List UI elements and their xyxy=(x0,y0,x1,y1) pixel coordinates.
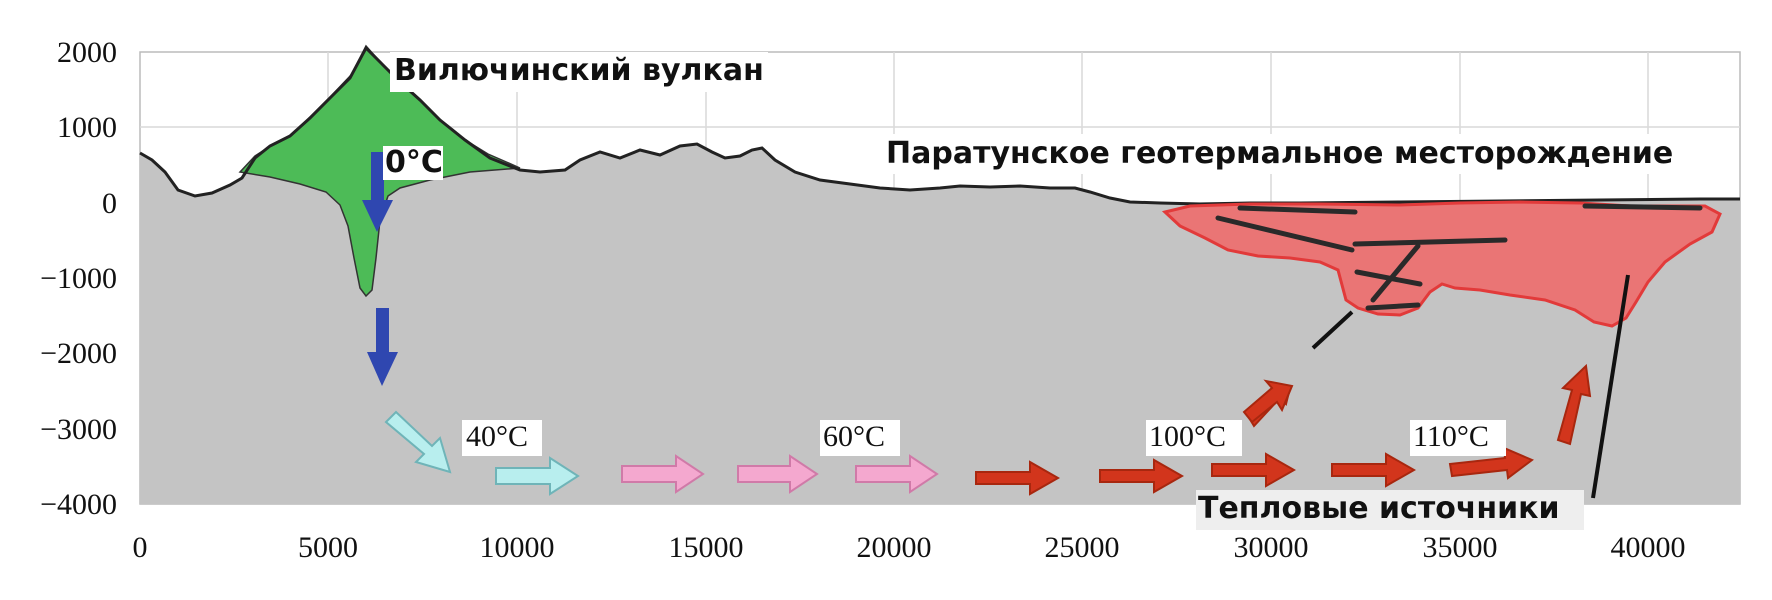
blue-arrow-icon xyxy=(367,308,398,386)
x-axis: 0 5000 10000 15000 20000 25000 30000 350… xyxy=(133,531,1686,564)
field-label-bg xyxy=(882,134,1712,174)
pink-arrow-icon xyxy=(855,454,939,494)
pink-arrow-icon xyxy=(621,454,705,494)
y-axis: 2000 1000 0 −1000 −2000 −3000 −4000 xyxy=(40,36,117,521)
cold-water-arrows xyxy=(362,152,398,386)
temp-110-bg xyxy=(1410,420,1506,456)
x-tick-label: 0 xyxy=(133,531,148,564)
fault-line-right xyxy=(1591,274,1630,499)
red-arrow-icon xyxy=(1211,452,1297,488)
x-tick-label: 40000 xyxy=(1611,531,1686,564)
volcano-label-bg xyxy=(390,52,768,92)
y-tick-label: −2000 xyxy=(40,337,117,370)
temp-label-0: 0°C xyxy=(385,145,443,180)
heat-sources-label: Тепловые источники xyxy=(1198,491,1560,526)
x-tick-label: 10000 xyxy=(480,531,555,564)
y-tick-label: −4000 xyxy=(40,488,117,521)
x-tick-label: 30000 xyxy=(1234,531,1309,564)
sources-label-bg xyxy=(1196,490,1584,530)
temp-0-bg xyxy=(383,146,443,180)
pink-arrow-icon xyxy=(737,454,819,494)
x-tick-label: 20000 xyxy=(857,531,932,564)
temp-60-bg xyxy=(820,420,900,456)
temp-100-bg xyxy=(1146,420,1242,456)
temp-label-60: 60°C xyxy=(823,420,885,453)
x-tick-label: 5000 xyxy=(298,531,358,564)
y-tick-label: −3000 xyxy=(40,413,117,446)
red-arrow-icon xyxy=(975,460,1061,496)
red-arrow-icon xyxy=(1242,379,1294,424)
y-tick-label: −1000 xyxy=(40,262,117,295)
y-tick-label: 0 xyxy=(102,187,117,220)
y-tick-label: 1000 xyxy=(57,111,117,144)
geothermal-reservoir xyxy=(1161,200,1722,328)
cyan-arrows xyxy=(384,410,580,496)
y-tick-label: 2000 xyxy=(57,36,117,69)
pink-arrows xyxy=(621,454,939,494)
temp-label-40: 40°C xyxy=(466,420,528,453)
red-arrows xyxy=(975,363,1592,496)
surface-profile-line xyxy=(139,45,1740,206)
fault-line-left xyxy=(1311,310,1354,350)
temp-label-100: 100°C xyxy=(1149,420,1226,453)
x-tick-label: 35000 xyxy=(1423,531,1498,564)
temp-label-110: 110°C xyxy=(1413,420,1489,453)
ground-section xyxy=(140,48,1740,504)
cyan-arrow-icon xyxy=(495,456,580,496)
x-tick-label: 15000 xyxy=(669,531,744,564)
fault-lines xyxy=(1215,203,1703,311)
red-arrow-icon xyxy=(1448,446,1534,480)
cyan-arrow-icon xyxy=(384,410,452,474)
red-arrow-icon xyxy=(1556,363,1592,446)
geothermal-field-label: Паратунское геотермальное месторождение xyxy=(886,136,1673,171)
x-tick-label: 25000 xyxy=(1045,531,1120,564)
temp-40-bg xyxy=(462,420,542,456)
red-arrow-icon xyxy=(1331,452,1417,488)
blue-arrow-icon xyxy=(362,152,393,232)
volcano-label: Вилючинский вулкан xyxy=(394,53,764,88)
red-arrow-icon xyxy=(1099,458,1185,494)
